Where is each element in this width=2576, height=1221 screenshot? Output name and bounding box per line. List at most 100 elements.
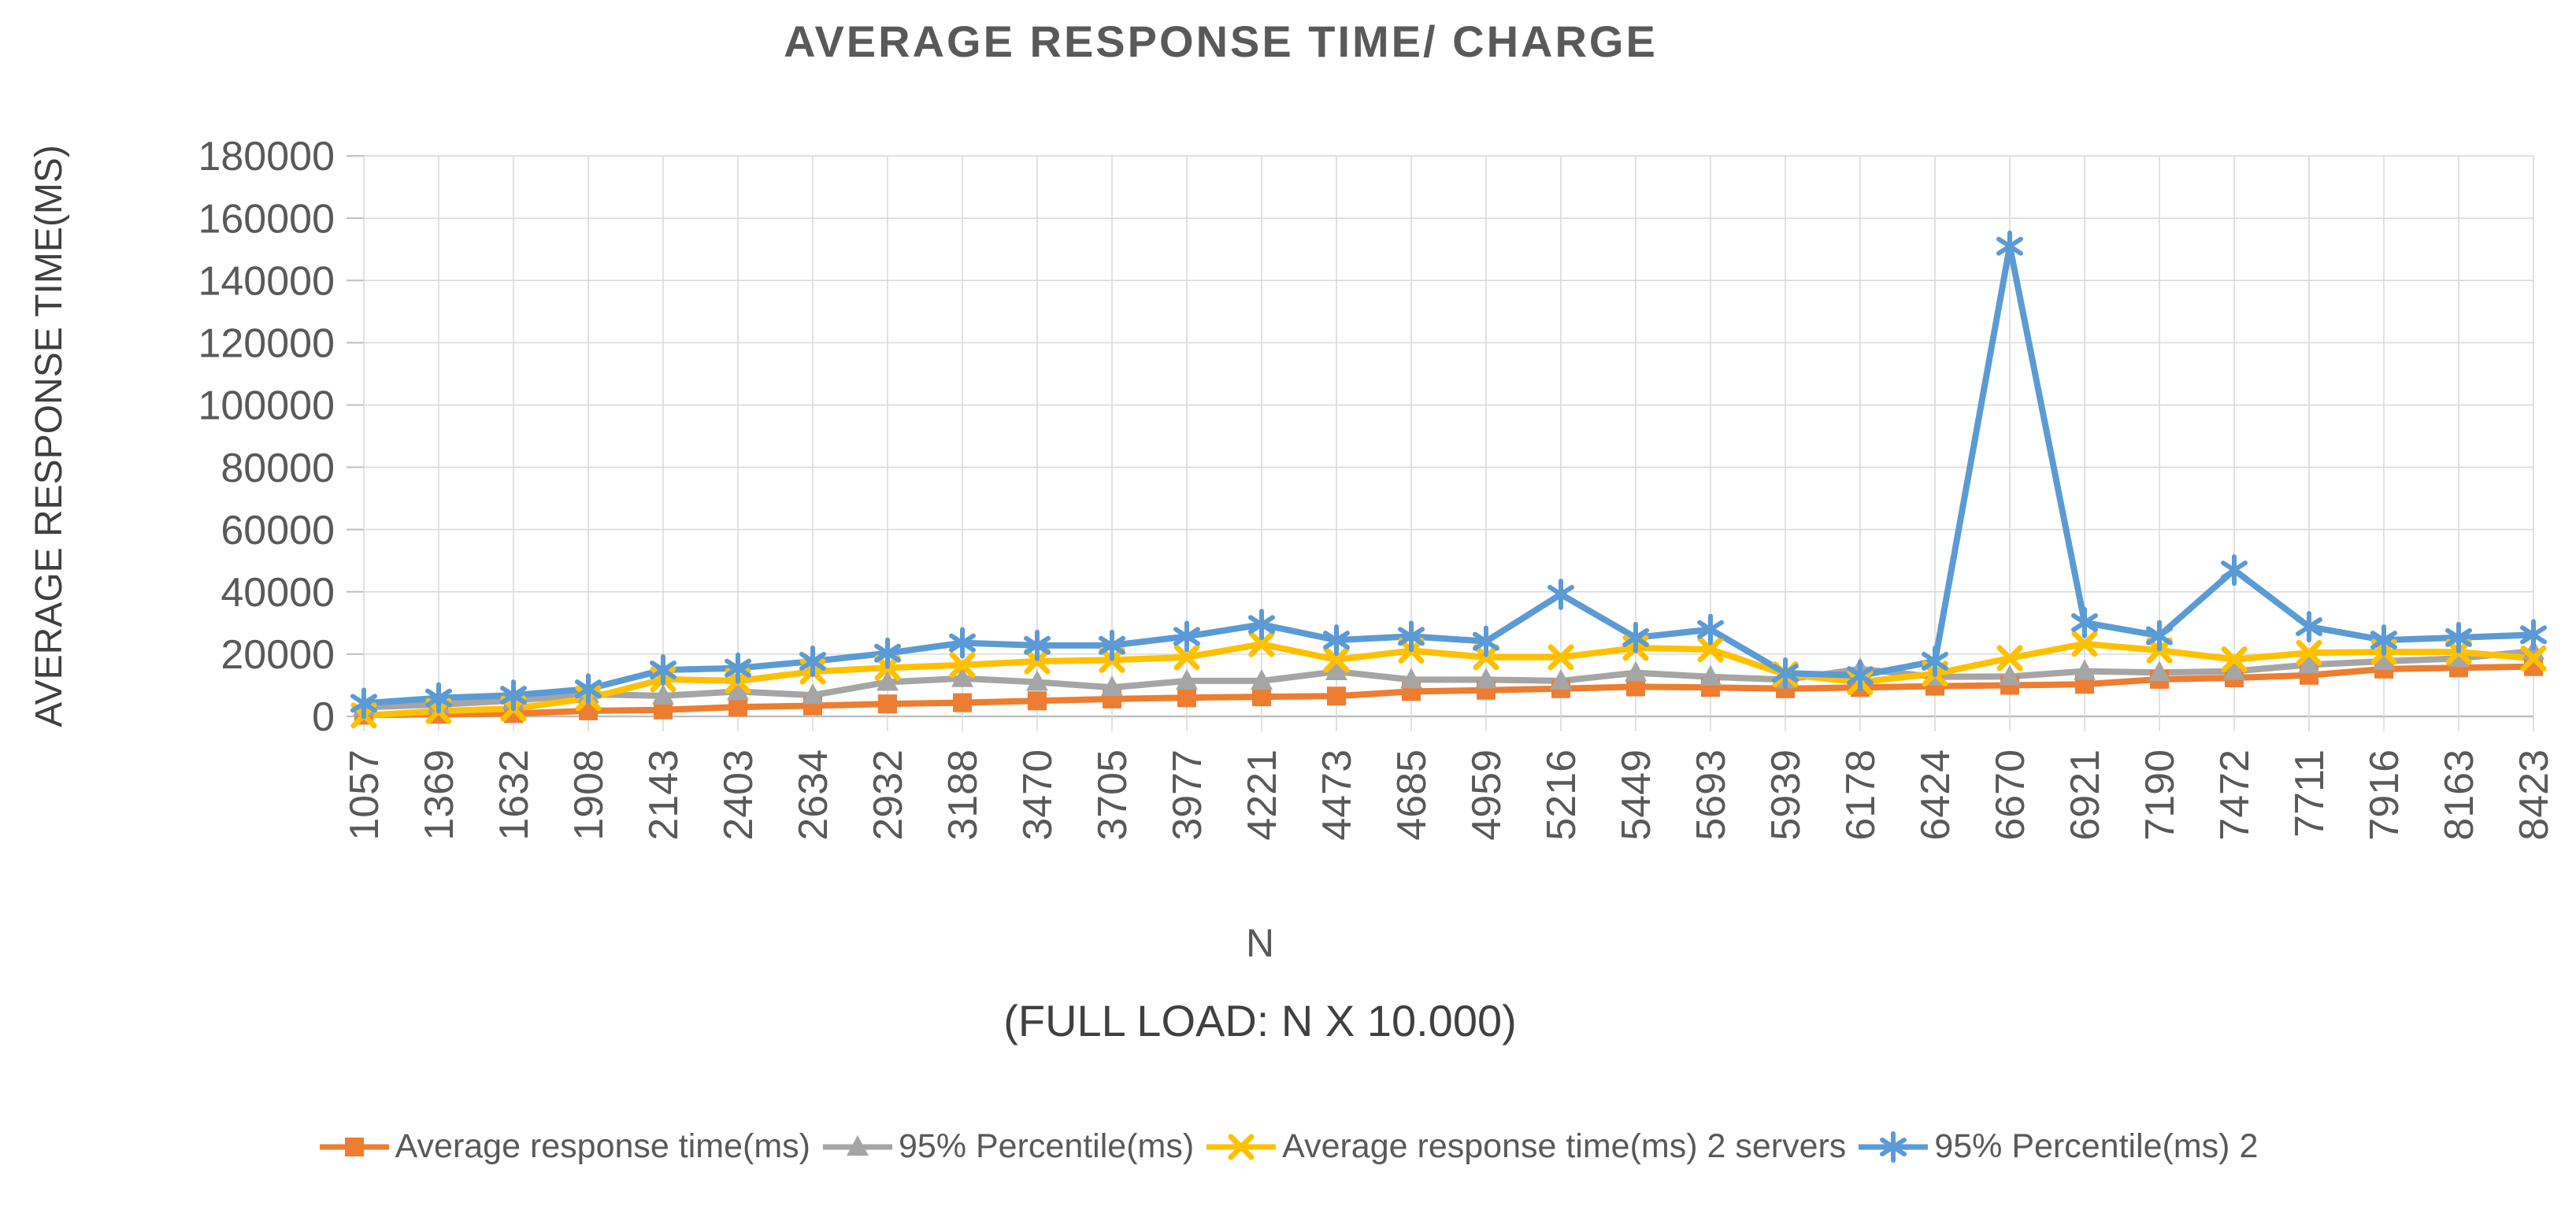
x-tick-label: 1908 bbox=[566, 749, 612, 841]
series-marker bbox=[1473, 625, 1499, 657]
x-tick-label: 4221 bbox=[1240, 749, 1285, 841]
series-marker bbox=[1847, 660, 1874, 692]
series-marker bbox=[949, 627, 976, 659]
x-tick-label: 4959 bbox=[1464, 749, 1510, 841]
x-tick-label: 8423 bbox=[2511, 749, 2557, 841]
series-marker bbox=[725, 652, 751, 684]
series-marker bbox=[425, 682, 452, 714]
x-tick-label: 1057 bbox=[342, 749, 387, 841]
legend-item: Average response time(ms) 2 servers bbox=[1205, 1127, 1846, 1166]
x-tick-label: 6921 bbox=[2063, 749, 2108, 841]
y-tick-label: 160000 bbox=[198, 196, 335, 242]
y-tick-label: 0 bbox=[312, 694, 335, 740]
series-marker bbox=[1251, 668, 1273, 690]
series-marker bbox=[728, 697, 747, 717]
series-marker bbox=[1922, 645, 1948, 677]
series-marker bbox=[1173, 644, 1200, 671]
series-marker bbox=[1325, 660, 1347, 681]
series-marker bbox=[1173, 620, 1200, 653]
x-tick-label: 7916 bbox=[2362, 749, 2407, 841]
chart-title: AVERAGE RESPONSE TIME/ CHARGE bbox=[784, 17, 1658, 66]
y-tick-label: 140000 bbox=[198, 258, 335, 304]
series-marker bbox=[1625, 660, 1647, 682]
legend-label: 95% Percentile(ms) 2 bbox=[1934, 1127, 2259, 1165]
x-tick-label: 7711 bbox=[2287, 749, 2333, 838]
series-marker bbox=[2296, 611, 2322, 643]
series-marker bbox=[650, 654, 676, 686]
legend-label: Average response time(ms) bbox=[395, 1127, 810, 1165]
series-marker bbox=[2520, 645, 2547, 672]
series-marker bbox=[2448, 646, 2470, 668]
series-marker bbox=[1772, 657, 1799, 690]
series-marker bbox=[344, 1137, 364, 1156]
x-tick-label: 7190 bbox=[2137, 749, 2183, 841]
series-marker bbox=[1228, 1134, 1255, 1160]
series-marker bbox=[652, 683, 674, 705]
series-marker bbox=[1024, 648, 1051, 675]
y-tick-label: 20000 bbox=[221, 632, 335, 678]
x-tick-label: 3188 bbox=[940, 749, 986, 841]
series-marker bbox=[1697, 613, 1724, 646]
series-marker bbox=[1400, 668, 1422, 689]
series-marker bbox=[2221, 554, 2248, 586]
series-marker bbox=[2071, 631, 2098, 657]
x-tick-label: 1369 bbox=[417, 749, 462, 841]
series-marker bbox=[949, 652, 976, 679]
series-marker bbox=[1475, 668, 1497, 689]
x-tick-label: 6424 bbox=[1913, 749, 1959, 841]
chart-legend: Average response time(ms) 95% Percentile(… bbox=[0, 1127, 2576, 1166]
x-tick-label: 5939 bbox=[1763, 749, 1809, 841]
series-marker bbox=[1547, 578, 1574, 610]
series-marker bbox=[1547, 644, 1574, 671]
series-marker bbox=[1996, 645, 2023, 672]
x-tick-label: 2143 bbox=[641, 749, 687, 841]
x-tick-label: 2634 bbox=[791, 749, 836, 841]
series-marker bbox=[2296, 639, 2322, 666]
series-marker bbox=[1622, 621, 1649, 653]
legend-swatch-asterisk-icon bbox=[1859, 1130, 1929, 1163]
series-marker bbox=[1248, 631, 1275, 657]
legend-item: 95% Percentile(ms) bbox=[821, 1127, 1194, 1166]
series-marker bbox=[1327, 686, 1346, 706]
x-tick-label: 6178 bbox=[1838, 749, 1884, 841]
series-marker bbox=[1550, 668, 1572, 690]
x-axis-subtitle: (FULL LOAD: N X 10.000) bbox=[1003, 996, 1517, 1045]
series-marker bbox=[874, 637, 901, 669]
series-marker bbox=[1099, 629, 1125, 661]
series-marker bbox=[2146, 620, 2173, 652]
legend-item: Average response time(ms) bbox=[318, 1127, 810, 1166]
y-axis-title: AVERAGE RESPONSE TIME(MS) bbox=[28, 145, 70, 727]
series-marker bbox=[1996, 230, 2023, 262]
y-tick-label: 60000 bbox=[221, 508, 335, 553]
series-marker bbox=[877, 670, 899, 691]
x-tick-label: 5216 bbox=[1539, 749, 1585, 841]
series-marker bbox=[1026, 670, 1048, 691]
x-tick-label: 1632 bbox=[491, 749, 537, 841]
series-marker bbox=[1323, 624, 1350, 657]
x-tick-label: 2403 bbox=[716, 749, 762, 841]
y-tick-label: 40000 bbox=[221, 570, 335, 616]
x-axis-title: N bbox=[1246, 921, 1274, 965]
series-marker bbox=[1699, 664, 1722, 686]
x-tick-label: 2932 bbox=[865, 749, 911, 841]
x-tick-label: 3470 bbox=[1015, 749, 1061, 841]
y-tick-label: 100000 bbox=[198, 383, 335, 429]
series-marker bbox=[878, 694, 897, 714]
series-marker bbox=[2445, 621, 2472, 653]
x-tick-label: 5693 bbox=[1688, 749, 1734, 841]
series-marker bbox=[1028, 691, 1047, 711]
x-tick-label: 7472 bbox=[2212, 749, 2258, 841]
series-line bbox=[361, 663, 2537, 719]
series-marker bbox=[1697, 636, 1724, 663]
series-marker bbox=[2221, 646, 2248, 673]
legend-label: 95% Percentile(ms) bbox=[898, 1127, 1195, 1165]
x-tick-label: 3705 bbox=[1090, 749, 1136, 841]
legend-item: 95% Percentile(ms) 2 bbox=[1857, 1127, 2258, 1166]
y-tick-label: 80000 bbox=[221, 446, 335, 491]
legend-swatch-square-icon bbox=[319, 1137, 389, 1156]
x-tick-label: 4685 bbox=[1389, 749, 1435, 841]
chart: AVERAGE RESPONSE TIME/ CHARGE 0 20000 40000… bbox=[28, 17, 2557, 1045]
series-marker bbox=[799, 645, 826, 677]
series-marker bbox=[1024, 629, 1051, 661]
series-marker bbox=[2074, 659, 2096, 680]
